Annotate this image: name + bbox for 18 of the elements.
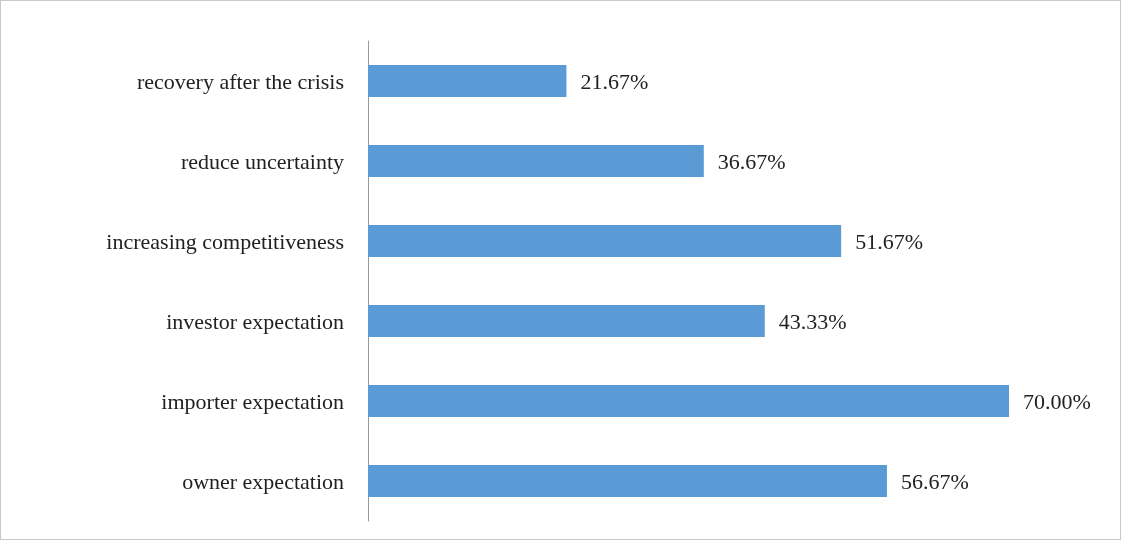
data-label: 70.00% [1023,388,1091,414]
y-tick-label: importer expectation [161,388,344,414]
data-label: 51.67% [855,228,923,254]
bar [368,225,842,257]
data-label: 56.67% [900,468,969,494]
bar [368,385,1009,417]
bar [368,65,567,97]
data-label: 36.67% [717,148,786,174]
bar [368,305,765,337]
y-tick-label: investor expectation [166,308,344,334]
bar [368,465,887,497]
y-tick-label: reduce uncertainty [180,148,344,174]
bar [368,145,704,177]
y-tick-label: increasing competitiveness [106,228,344,254]
y-tick-label: owner expectation [182,468,344,494]
data-label: 21.67% [580,68,649,94]
y-tick-label: recovery after the crisis [136,68,344,94]
data-label: 43.33% [778,308,847,334]
